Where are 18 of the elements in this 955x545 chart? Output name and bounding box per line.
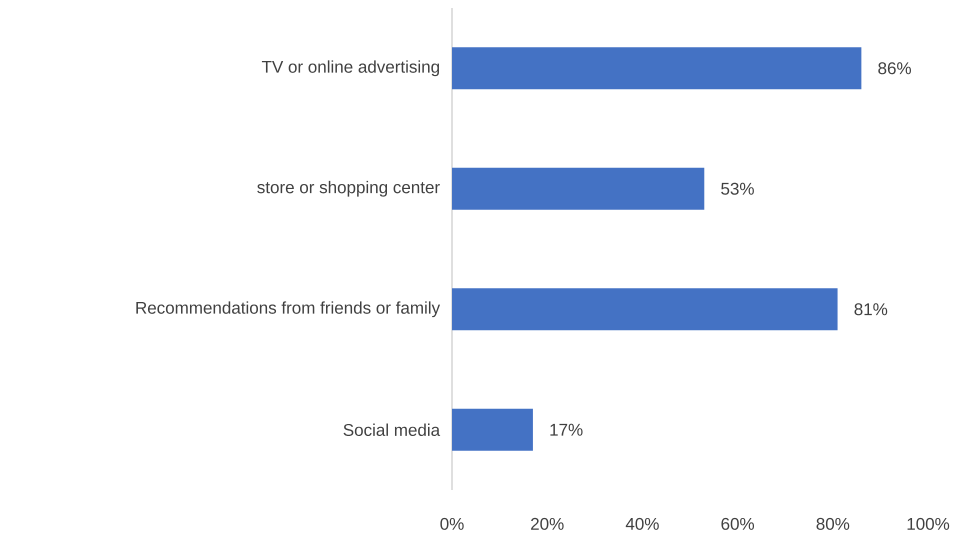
x-tick-label: 100%	[908, 518, 950, 530]
bar	[452, 288, 838, 330]
bar	[452, 408, 533, 451]
y-tick-label: Recommendations from friends or family	[136, 301, 440, 318]
data-label: 81%	[854, 303, 888, 316]
data-label: 17%	[550, 424, 583, 436]
bar	[452, 168, 704, 210]
y-tick-label: TV or online advertising	[262, 60, 439, 76]
x-tick-label: 0%	[440, 518, 464, 530]
x-tick-label: 20%	[531, 518, 564, 530]
bar	[452, 47, 862, 90]
data-label: 86%	[878, 62, 911, 74]
x-tick-label: 60%	[721, 518, 754, 530]
data-label: 53%	[721, 182, 754, 195]
x-tick-label: 40%	[626, 518, 659, 530]
x-tick-label: 80%	[816, 518, 850, 530]
y-tick-label: store or shopping center	[257, 180, 440, 197]
y-tick-label: Social media	[344, 424, 440, 436]
